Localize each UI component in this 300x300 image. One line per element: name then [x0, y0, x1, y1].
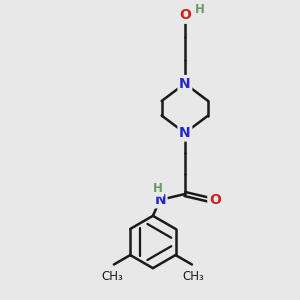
Text: N: N [154, 193, 166, 207]
Text: N: N [179, 126, 191, 140]
Text: O: O [209, 193, 221, 207]
Text: CH₃: CH₃ [182, 270, 204, 283]
Text: O: O [179, 8, 191, 22]
Text: N: N [179, 76, 191, 91]
Text: H: H [153, 182, 163, 195]
Text: H: H [194, 4, 204, 16]
Text: CH₃: CH₃ [102, 270, 123, 283]
